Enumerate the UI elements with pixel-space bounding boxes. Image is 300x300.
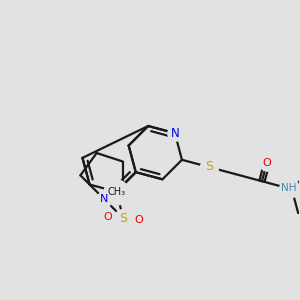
Text: CH₃: CH₃ [107, 187, 125, 197]
Text: O: O [103, 212, 112, 222]
Text: O: O [262, 158, 271, 168]
Text: S: S [119, 212, 128, 225]
Text: NH: NH [281, 183, 296, 194]
Text: O: O [135, 214, 143, 225]
Text: N: N [170, 127, 179, 140]
Text: N: N [100, 194, 108, 204]
Text: S: S [205, 160, 213, 173]
